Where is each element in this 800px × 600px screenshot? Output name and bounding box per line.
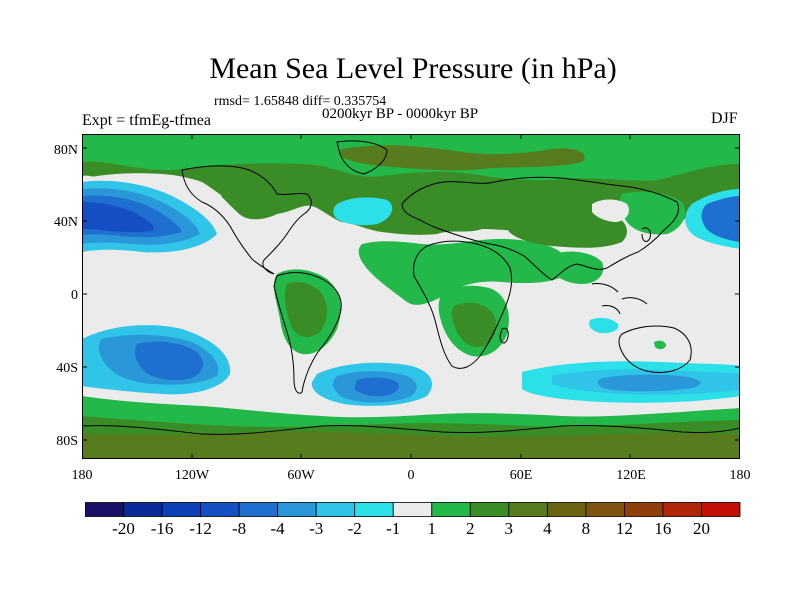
colorbar-box-16 [701,502,741,517]
colorbar-label-13: 12 [615,519,633,538]
colorbar-label-4: -4 [270,519,285,538]
colorbar-box-3 [200,502,240,517]
field-epac-dblue [701,196,740,242]
plot-title: Mean Sea Level Pressure (in hPa) [209,52,617,85]
colorbar-box-11 [508,502,548,517]
colorbar-box-13 [585,502,625,517]
lon-tick-120e: 120E [616,468,646,483]
lon-tick-180e: 180 [729,468,751,483]
coastlines [82,140,740,435]
colorbar-box-12 [546,502,587,517]
field-npac-navy [82,202,154,233]
colorbar-box-6 [315,502,356,517]
lat-tick-80s: 80S [56,434,78,449]
coast-madagascar [499,327,509,344]
field-africa-olive [451,302,497,348]
field-satl-dblue [354,377,399,397]
coast-north-america [181,165,312,275]
lat-tick-40n: 40N [53,215,78,230]
colorbar-label-5: -3 [309,519,324,538]
field-antarctic-brown [82,431,740,459]
colorbar-label-11: 4 [543,519,552,538]
colorbar-box-0 [85,502,124,517]
coast-south-america [273,272,342,394]
field-east-white [592,199,629,222]
field-sio-blue [597,374,701,392]
colorbar-box-14 [624,502,664,517]
colorbar [85,502,741,517]
lat-tick-40s: 40S [56,361,78,376]
colorbar-box-9 [431,502,471,517]
colorbar-label-8: 1 [427,519,437,538]
lon-tick-180w: 180 [71,468,93,483]
field-io-green [547,251,604,284]
rmsd-diff-stats: rmsd= 1.65848 diff= 0.335754 [214,94,387,109]
coast-greenland [336,140,388,175]
field-pacific-green [619,191,686,235]
colorbar-box-8 [392,502,433,517]
colorbar-box-2 [161,502,201,517]
colorbar-box-1 [123,502,163,517]
colorbar-label-14: 16 [654,519,672,538]
period-label: 0200kyr BP - 0000kyr BP [322,106,479,122]
field-australia-green [654,340,666,350]
coast-maritime [591,283,648,315]
lat-tick-80n: 80N [53,143,78,158]
field-spac-dblue [135,341,204,381]
colorbar-label-6: -2 [347,519,362,538]
season-label: DJF [711,110,738,127]
colorbar-label-10: 3 [504,519,514,538]
colorbar-label-1: -16 [150,519,174,538]
colorbar-label-0: -20 [112,519,135,538]
lon-tick-0: 0 [407,468,415,483]
colorbar-label-12: 8 [581,519,591,538]
colorbar-box-4 [238,502,279,517]
field-samerica-olive [284,282,328,337]
lon-tick-120w: 120W [174,468,210,483]
coast-australia [618,325,692,373]
colorbar-label-15: 20 [693,519,710,538]
coast-eurasia [401,176,679,281]
coast-africa [413,240,513,369]
coast-japan [641,227,651,242]
lon-tick-60e: 60E [509,468,533,483]
colorbar-label-2: -12 [189,519,212,538]
map-ticks [82,134,740,459]
field-arctic-brown [340,145,585,171]
field-tropics-green [358,239,569,305]
colorbar-box-5 [277,502,317,517]
field-asia-olive [504,206,627,248]
colorbar-label-3: -8 [232,519,247,538]
lat-tick-eq: 0 [71,288,78,303]
colorbar-box-10 [469,502,510,517]
colorbar-label-9: 2 [466,519,475,538]
field-natl-cyan [333,197,393,226]
field-india-cyan [589,317,619,334]
experiment-label: Expt = tfmEg-tfmea [82,112,211,129]
colorbar-box-15 [662,502,702,517]
pressure-anomaly-map [82,134,740,459]
lon-tick-60w: 60W [287,468,315,483]
colorbar-label-7: -1 [386,519,401,538]
colorbar-box-7 [354,502,394,517]
coast-antarctica [82,424,740,435]
